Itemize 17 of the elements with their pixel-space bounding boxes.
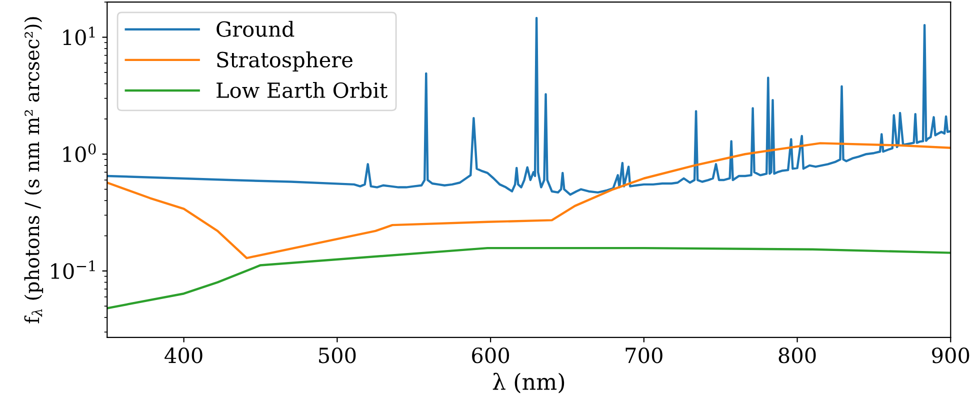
y-axis-title: f$_{λ}$ (photons / (s nm m² arcsec²))	[24, 17, 44, 324]
x-tick-label: 600	[472, 348, 510, 364]
legend-label: Ground	[216, 20, 294, 37]
x-tick-label: 400	[164, 348, 202, 364]
x-tick-label: 500	[319, 348, 356, 364]
x-axis-title: λ (nm)	[492, 372, 564, 394]
y-tick-label: 10$^{0}$	[63, 143, 96, 162]
x-tick-label: 800	[778, 348, 816, 364]
line-series	[107, 16, 951, 196]
y-tick-label: 10$^{−1}$	[51, 260, 95, 280]
legend-label: Low Earth Orbit	[216, 82, 388, 98]
y-tick-label: 10$^{1}$	[63, 26, 95, 46]
x-tick-label: 900	[932, 348, 970, 364]
line-series	[107, 142, 951, 260]
legend-label: Stratosphere	[217, 51, 352, 72]
line-series	[107, 246, 951, 310]
x-tick-label: 700	[626, 348, 662, 364]
